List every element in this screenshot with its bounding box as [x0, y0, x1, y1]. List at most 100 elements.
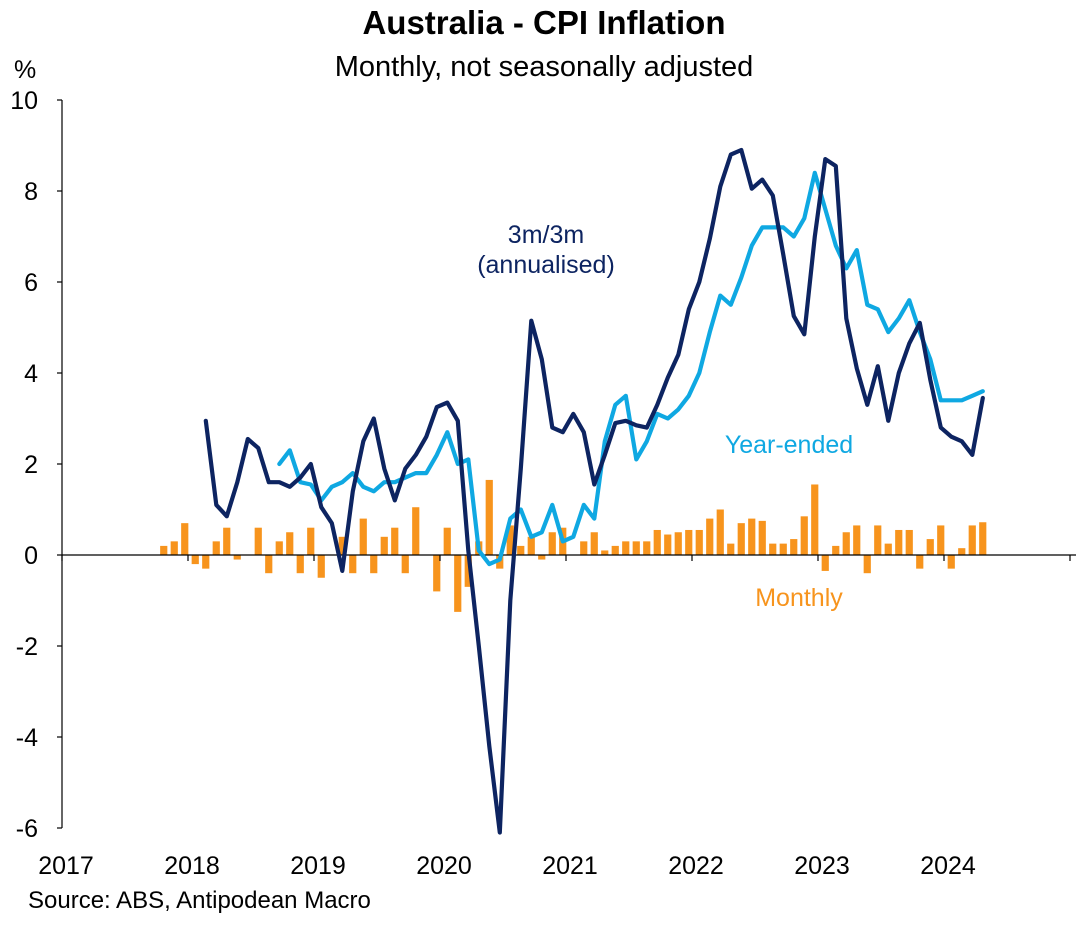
monthly-bar [443, 527, 451, 555]
monthly-bar [874, 525, 882, 555]
monthly-bar [160, 545, 168, 555]
y-unit-label: % [14, 56, 36, 84]
monthly-bar [517, 545, 525, 555]
monthly-bars [160, 479, 987, 612]
monthly-bar [758, 520, 766, 555]
three-month-annualised-label: 3m/3m (annualised) [477, 221, 615, 279]
monthly-bar [916, 555, 924, 569]
monthly-bar [548, 532, 556, 555]
monthly-bar [853, 525, 861, 555]
monthly-bar [580, 541, 588, 555]
year-ended-line [277, 170, 985, 567]
monthly-bar [695, 529, 703, 555]
monthly-bar [800, 516, 808, 555]
y-tick-label: 0 [24, 542, 38, 570]
x-tick-label: 2019 [290, 852, 346, 880]
monthly-bar [664, 534, 672, 555]
y-tick-label: 8 [24, 178, 38, 206]
monthly-bar [947, 555, 955, 569]
monthly-bar [338, 536, 346, 555]
chart-labels: 3m/3m (annualised) Year-ended Monthly [477, 221, 853, 612]
monthly-bar [590, 532, 598, 555]
monthly-bar [454, 555, 462, 612]
x-tick-label: 2022 [668, 852, 724, 880]
monthly-bar [790, 539, 798, 555]
monthly-bar [317, 555, 325, 578]
monthly-bar [202, 555, 210, 569]
monthly-bar [370, 555, 378, 574]
monthly-bar [895, 529, 903, 555]
axes: -6 -4 -2 0 2 4 6 8 10% 2017 2018 2019 2020 2021 2022 20… [10, 56, 1076, 880]
chart-title: Australia - CPI Inflation [362, 4, 726, 41]
monthly-bar [622, 541, 630, 555]
monthly-bar [643, 541, 651, 555]
monthly-bar [611, 545, 619, 555]
monthly-bar [496, 555, 504, 569]
monthly-bar [212, 541, 220, 555]
three-month-annualised-label-line: (annualised) [477, 251, 615, 279]
monthly-bar [685, 529, 693, 555]
monthly-bar [401, 555, 409, 574]
monthly-bar [716, 509, 724, 555]
monthly-bar [811, 484, 819, 555]
source-note: Source: ABS, Antipodean Macro [28, 887, 371, 914]
monthly-bar [884, 543, 892, 555]
monthly-bar [779, 543, 787, 555]
monthly-bar [842, 532, 850, 555]
x-tick-label: 2023 [794, 852, 850, 880]
monthly-bar [275, 541, 283, 555]
monthly-bar [832, 545, 840, 555]
monthly-bar [307, 527, 315, 555]
monthly-bar [979, 522, 987, 555]
monthly-bar [769, 543, 777, 555]
monthly-bar [527, 536, 535, 555]
monthly-bar [485, 479, 493, 555]
y-tick-label: 2 [24, 451, 38, 479]
monthly-bar [727, 543, 735, 555]
monthly-bar [905, 529, 913, 555]
monthly-bar [412, 507, 420, 555]
monthly-bar [821, 555, 829, 571]
monthly-bar [863, 555, 871, 574]
monthly-bar [506, 525, 514, 555]
three-month-annualised-label-line: 3m/3m [508, 221, 584, 249]
monthly-bar [223, 527, 231, 555]
monthly-bar [296, 555, 304, 574]
monthly-bar [265, 555, 273, 574]
x-tick-label: 2017 [38, 852, 94, 880]
monthly-bar [674, 532, 682, 555]
chart-subtitle: Monthly, not seasonally adjusted [334, 51, 754, 83]
monthly-bar [937, 525, 945, 555]
monthly-bar [380, 536, 388, 555]
y-tick-label: -2 [16, 633, 38, 661]
monthly-bar [968, 525, 976, 555]
monthly-bar [170, 541, 178, 555]
monthly-bar [233, 555, 241, 560]
monthly-bar [359, 518, 367, 555]
monthly-bar [958, 548, 966, 555]
monthly-bar [254, 527, 262, 555]
three-month-annualised-line [203, 147, 985, 835]
monthly-bar [632, 541, 640, 555]
x-tick-label: 2021 [542, 852, 598, 880]
x-tick-label: 2024 [920, 852, 976, 880]
monthly-bar [538, 555, 546, 560]
monthly-bar [706, 518, 714, 555]
y-tick-label: 10 [10, 87, 38, 115]
x-tick-label: 2020 [416, 852, 472, 880]
monthly-bar [464, 555, 472, 587]
monthly-bar [286, 532, 294, 555]
monthly-bar [737, 523, 745, 555]
monthly-bar [191, 555, 199, 565]
monthly-bar [748, 518, 756, 555]
monthly-bar [181, 523, 189, 555]
y-tick-label: -6 [16, 815, 38, 843]
x-tick-label: 2018 [164, 852, 220, 880]
monthly-bar [926, 539, 934, 555]
monthly-bar [349, 555, 357, 574]
monthly-bar [433, 555, 441, 592]
monthly-label: Monthly [755, 584, 843, 612]
monthly-bar [391, 527, 399, 555]
y-tick-label: 6 [24, 269, 38, 297]
